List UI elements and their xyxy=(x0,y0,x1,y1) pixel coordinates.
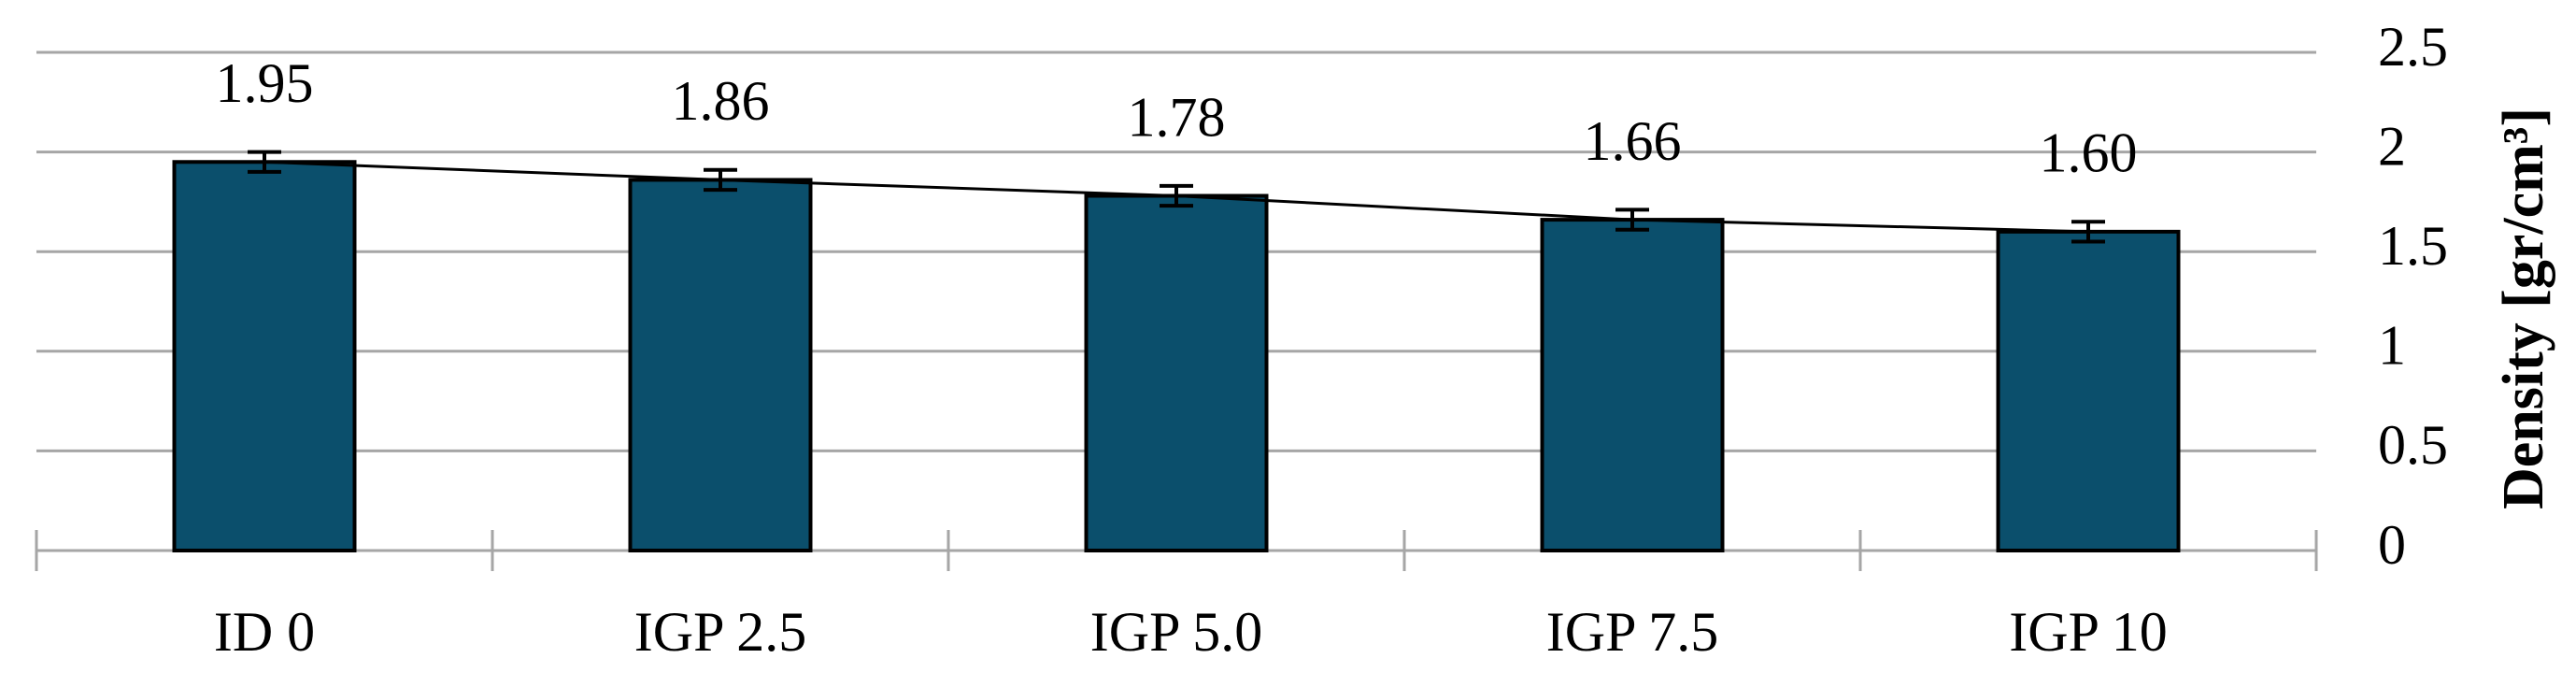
y-tick-label: 1 xyxy=(2378,315,2406,377)
y-tick-label: 2 xyxy=(2378,115,2406,177)
x-tick-label: ID 0 xyxy=(214,601,315,663)
y-tick-label: 0 xyxy=(2378,514,2406,576)
x-tick-label: IGP 2.5 xyxy=(634,601,806,663)
y-tick-label: 2.5 xyxy=(2378,16,2448,78)
y-tick-label: 0.5 xyxy=(2378,414,2448,476)
x-tick-label: IGP 5.0 xyxy=(1090,601,1262,663)
bar xyxy=(1996,229,2181,552)
bar xyxy=(1540,218,1725,552)
x-tick-label: IGP 10 xyxy=(2009,601,2167,663)
bar xyxy=(628,178,813,552)
x-tick-label: IGP 7.5 xyxy=(1546,601,1718,663)
value-label: 1.78 xyxy=(1128,86,1226,148)
bar xyxy=(1084,193,1269,552)
bar xyxy=(172,160,357,552)
value-label: 1.60 xyxy=(2040,122,2138,184)
value-label: 1.66 xyxy=(1584,110,1682,172)
value-label: 1.86 xyxy=(672,70,770,132)
value-label: 1.95 xyxy=(216,52,314,114)
y-tick-label: 1.5 xyxy=(2378,215,2448,277)
y-axis-title: Density [gr/cm³] xyxy=(2492,107,2555,509)
trend-line xyxy=(263,160,2089,234)
